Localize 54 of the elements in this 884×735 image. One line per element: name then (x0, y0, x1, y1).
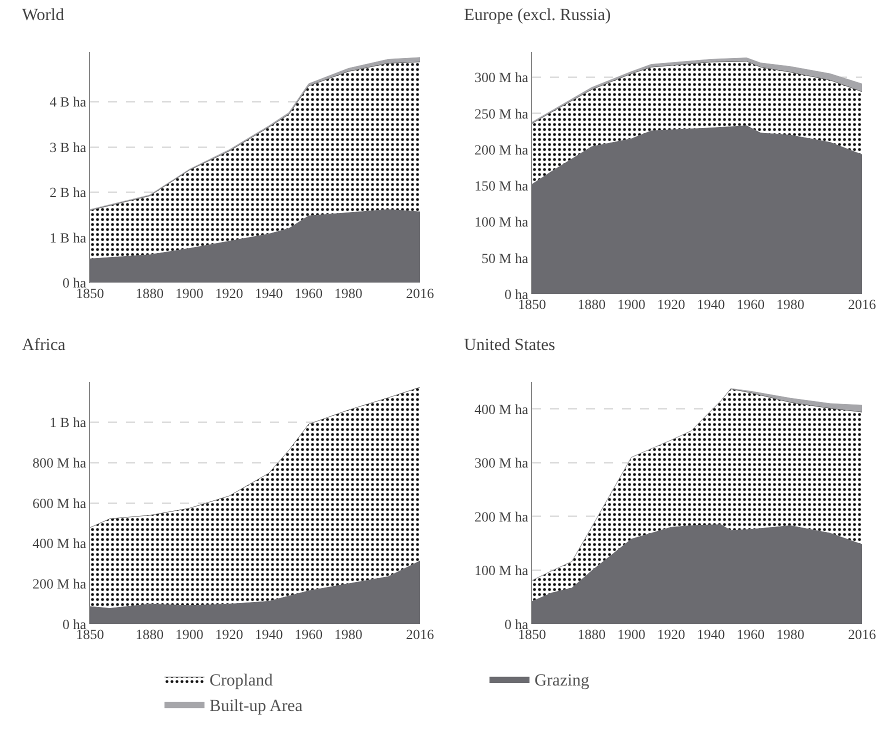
y-tick-label: 400 M ha (474, 402, 529, 418)
x-tick-label: 1900 (175, 628, 204, 643)
chart-title: Europe (excl. Russia) (464, 4, 611, 24)
x-tick-label: 1920 (657, 298, 686, 313)
x-tick-label: 1880 (578, 298, 606, 313)
y-tick-label: 1 B ha (50, 416, 87, 432)
y-tick-label: 300 M ha (474, 71, 529, 86)
y-tick-label: 600 M ha (32, 496, 87, 512)
x-tick-label: 1940 (254, 628, 283, 643)
y-tick-label: 2 B ha (50, 186, 87, 202)
x-tick-label: 2016 (406, 628, 434, 643)
legend-label: Built-up Area (209, 696, 303, 715)
chart-title: United States (464, 334, 556, 354)
y-tick-label: 100 M ha (474, 564, 529, 580)
legend-label: Cropland (209, 670, 274, 690)
y-tick-label: 300 M ha (474, 456, 529, 472)
y-tick-label: 800 M ha (32, 456, 87, 472)
chart-title: Africa (22, 334, 66, 354)
y-tick-label: 200 M ha (474, 510, 529, 526)
x-tick-label: 2016 (848, 298, 876, 313)
x-tick-label: 1880 (136, 628, 164, 643)
x-tick-label: 1980 (776, 628, 804, 643)
x-tick-label: 1900 (175, 286, 204, 302)
y-tick-label: 4 B ha (50, 96, 87, 111)
x-tick-label: 1980 (334, 628, 362, 643)
x-tick-label: 1880 (578, 628, 606, 643)
y-tick-label: 200 M ha (32, 578, 87, 593)
x-tick-label: 1960 (736, 298, 765, 313)
chart-title: World (22, 4, 65, 24)
x-tick-label: 2016 (406, 286, 434, 302)
x-tick-label: 1880 (136, 286, 164, 302)
x-tick-label: 2016 (848, 628, 876, 643)
y-tick-label: 50 M ha (482, 252, 529, 267)
y-tick-label: 400 M ha (32, 537, 87, 552)
x-tick-label: 1900 (617, 298, 646, 313)
legend-label: Grazing (534, 670, 590, 690)
x-tick-label: 1920 (215, 628, 244, 643)
x-tick-label: 1960 (294, 286, 323, 302)
y-tick-label: 100 M ha (474, 216, 529, 231)
x-tick-label: 1980 (776, 298, 804, 313)
y-tick-label: 150 M ha (474, 180, 529, 195)
y-tick-label: 200 M ha (474, 143, 529, 158)
x-tick-label: 1900 (617, 628, 646, 643)
y-tick-label: 1 B ha (50, 231, 87, 246)
x-tick-label: 1960 (294, 628, 323, 643)
x-tick-label: 1980 (334, 286, 362, 302)
x-tick-label: 1940 (254, 286, 283, 302)
x-tick-label: 1940 (696, 298, 725, 313)
y-tick-label: 250 M ha (474, 107, 529, 122)
x-tick-label: 1920 (657, 628, 686, 643)
x-tick-label: 1940 (696, 628, 725, 643)
x-tick-label: 1920 (215, 286, 244, 302)
y-tick-label: 3 B ha (50, 140, 87, 156)
x-tick-label: 1960 (736, 628, 765, 643)
